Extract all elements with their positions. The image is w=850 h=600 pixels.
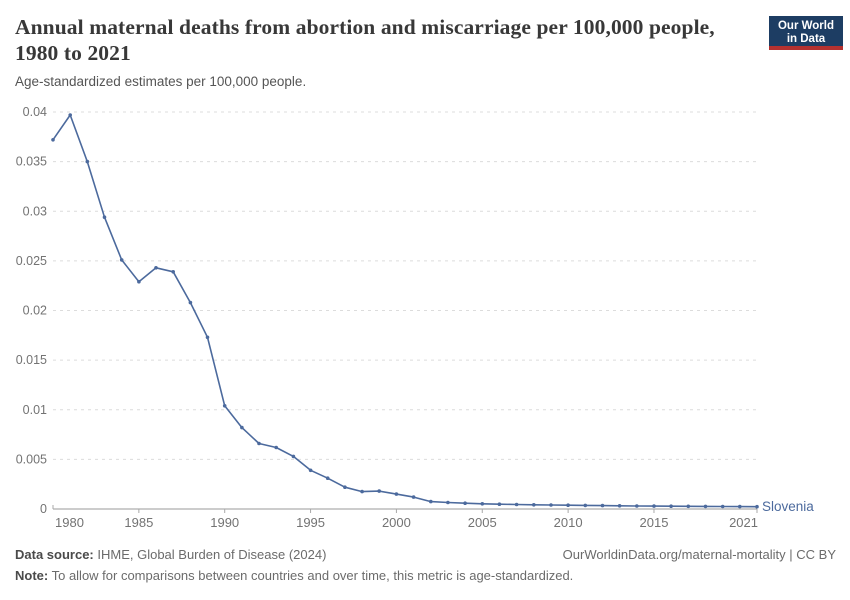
x-axis-ticks bbox=[52, 505, 758, 513]
data-point bbox=[532, 503, 536, 507]
chart-title: Annual maternal deaths from abortion and… bbox=[15, 15, 715, 65]
note-label: Note: bbox=[15, 568, 49, 583]
data-point bbox=[617, 504, 622, 508]
series-markers bbox=[51, 113, 759, 509]
y-tick-label: 0.03 bbox=[23, 204, 47, 218]
x-tick-label: 1980 bbox=[55, 515, 84, 530]
x-tick-label: 2010 bbox=[554, 515, 583, 530]
x-axis-labels: 1980 1985 1990 1995 2000 2005 2010 2015 2021 bbox=[55, 515, 758, 530]
y-tick-label: 0.025 bbox=[16, 254, 47, 268]
chart-subtitle: Age-standardized estimates per 100,000 p… bbox=[15, 74, 307, 89]
owid-logo-line2: in Data bbox=[786, 33, 826, 45]
x-tick-label: 2000 bbox=[382, 515, 411, 530]
y-tick-label: 0.015 bbox=[16, 353, 47, 367]
y-axis-labels: 0 0.005 0.01 0.015 0.02 0.025 0.03 0.035 0.04 bbox=[16, 105, 47, 516]
series-line bbox=[52, 114, 758, 508]
data-point bbox=[738, 504, 742, 509]
data-point bbox=[446, 500, 450, 505]
data-point bbox=[549, 503, 553, 507]
data-point bbox=[703, 504, 708, 509]
data-point bbox=[325, 476, 330, 481]
data-point bbox=[720, 504, 725, 509]
y-tick-label: 0.04 bbox=[23, 105, 47, 119]
data-point bbox=[51, 138, 55, 142]
x-tick-label: 1985 bbox=[124, 515, 153, 530]
data-point bbox=[102, 215, 107, 219]
data-point bbox=[669, 504, 673, 509]
data-point bbox=[583, 503, 588, 508]
owid-url-link[interactable]: OurWorldinData.org/maternal-mortality | … bbox=[562, 547, 836, 562]
data-point bbox=[600, 503, 605, 508]
y-gridlines bbox=[53, 111, 757, 510]
chart-footer: Data source: IHME, Global Burden of Dise… bbox=[15, 547, 836, 584]
owid-logo: Our World in Data bbox=[769, 16, 843, 50]
note-value: To allow for comparisons between countri… bbox=[48, 568, 574, 583]
data-point bbox=[343, 485, 347, 490]
data-point bbox=[137, 279, 141, 284]
data-point bbox=[497, 502, 502, 507]
data-point bbox=[119, 258, 124, 262]
data-point bbox=[652, 504, 656, 508]
data-point bbox=[755, 504, 759, 509]
data-point bbox=[188, 300, 193, 305]
data-point bbox=[411, 495, 416, 499]
y-tick-label: 0.01 bbox=[23, 403, 47, 417]
data-point bbox=[154, 266, 158, 270]
y-tick-label: 0.035 bbox=[16, 155, 47, 169]
data-point bbox=[429, 499, 433, 504]
data-point bbox=[240, 425, 244, 430]
data-point bbox=[360, 489, 364, 494]
data-point bbox=[480, 502, 485, 506]
line-chart-plot[interactable]: 0 0.005 0.01 0.015 0.02 0.025 0.03 0.035 0.04 198… bbox=[0, 97, 850, 539]
data-point bbox=[257, 441, 261, 446]
x-tick-label: 2021 bbox=[729, 515, 758, 530]
data-point bbox=[463, 501, 467, 506]
data-point bbox=[171, 270, 175, 274]
owid-logo-line1: Our World bbox=[777, 20, 834, 32]
data-point bbox=[68, 113, 72, 117]
y-tick-label: 0 bbox=[40, 502, 47, 516]
data-point bbox=[205, 335, 210, 340]
data-point bbox=[686, 504, 691, 509]
y-tick-label: 0.02 bbox=[23, 304, 47, 318]
data-source-label: Data source: bbox=[15, 547, 94, 562]
x-tick-label: 2015 bbox=[640, 515, 669, 530]
data-source-value: IHME, Global Burden of Disease (2024) bbox=[93, 547, 327, 562]
data-source-line: Data source: IHME, Global Burden of Dise… bbox=[15, 547, 326, 563]
data-point bbox=[394, 492, 399, 496]
data-point bbox=[308, 468, 313, 473]
note-line: Note: To allow for comparisons between c… bbox=[15, 568, 836, 584]
x-tick-label: 1990 bbox=[210, 515, 239, 530]
data-point bbox=[566, 503, 570, 508]
data-point bbox=[635, 504, 639, 508]
data-point bbox=[514, 502, 519, 507]
data-point bbox=[291, 454, 296, 459]
data-point bbox=[85, 159, 90, 164]
data-point bbox=[274, 445, 279, 450]
y-tick-label: 0.005 bbox=[16, 452, 47, 466]
x-tick-label: 2005 bbox=[468, 515, 497, 530]
data-point bbox=[377, 489, 382, 493]
series-end-label: Slovenia bbox=[762, 499, 814, 514]
data-point bbox=[222, 404, 227, 408]
x-tick-label: 1995 bbox=[296, 515, 325, 530]
